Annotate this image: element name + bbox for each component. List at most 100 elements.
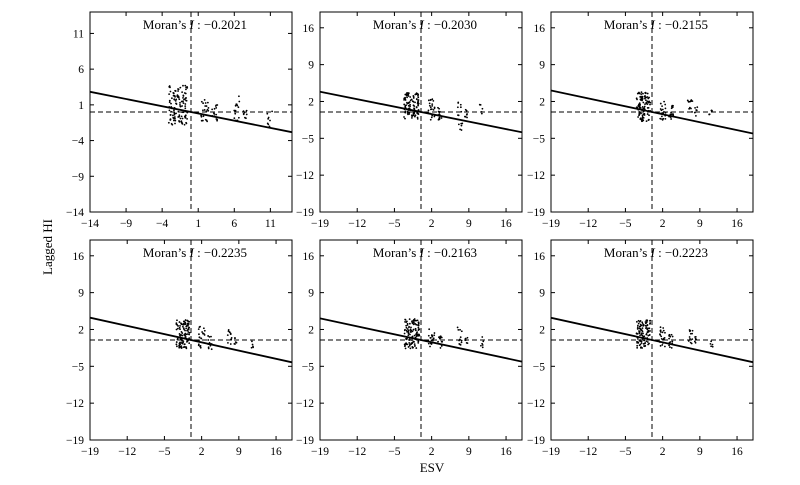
y-tick-label: −19 xyxy=(66,435,84,447)
data-point xyxy=(409,333,411,336)
data-point xyxy=(414,322,416,325)
data-point xyxy=(408,341,411,344)
data-point xyxy=(427,342,430,345)
data-point xyxy=(407,332,410,335)
data-point xyxy=(416,116,419,119)
data-point xyxy=(415,106,418,109)
data-point xyxy=(412,321,415,324)
data-point xyxy=(638,114,640,117)
data-point xyxy=(201,331,204,333)
data-point xyxy=(433,106,436,109)
data-point xyxy=(207,339,210,341)
data-point xyxy=(645,99,647,102)
data-point xyxy=(176,327,179,330)
data-point xyxy=(417,321,420,324)
data-point xyxy=(406,343,409,346)
data-point xyxy=(431,104,434,107)
data-point xyxy=(640,332,643,335)
data-point xyxy=(428,104,431,107)
data-point xyxy=(433,332,436,334)
data-point xyxy=(644,97,646,100)
data-point xyxy=(184,115,186,118)
data-point xyxy=(213,113,216,115)
x-tick-label: 16 xyxy=(500,218,512,230)
data-point xyxy=(179,105,182,108)
data-point xyxy=(179,104,181,106)
data-point xyxy=(406,331,408,333)
data-point xyxy=(432,109,435,111)
data-point xyxy=(404,318,407,321)
data-point xyxy=(170,102,172,105)
data-point xyxy=(459,343,461,346)
data-point xyxy=(640,95,642,98)
data-point xyxy=(184,334,187,337)
data-point xyxy=(182,111,185,114)
data-point xyxy=(641,321,644,324)
data-point xyxy=(639,340,642,343)
data-point xyxy=(644,321,647,323)
data-point xyxy=(659,326,662,329)
data-point xyxy=(176,319,178,322)
data-point xyxy=(639,118,642,120)
data-point xyxy=(200,337,203,340)
data-point xyxy=(638,327,641,330)
x-tick-label: −19 xyxy=(311,446,329,458)
data-point xyxy=(456,106,459,109)
x-tick-label: 2 xyxy=(429,446,435,458)
data-point xyxy=(403,99,405,101)
data-point xyxy=(638,102,641,105)
plot-area xyxy=(320,240,522,440)
data-point xyxy=(646,341,649,343)
data-point xyxy=(433,334,436,337)
data-point xyxy=(403,116,405,118)
plot-frame xyxy=(319,11,523,213)
data-point xyxy=(178,321,181,323)
data-point xyxy=(691,111,693,113)
data-point xyxy=(671,335,674,338)
data-point xyxy=(411,346,414,348)
title-value: : −0.2223 xyxy=(655,245,708,260)
data-point xyxy=(641,118,644,121)
plot-area xyxy=(90,12,292,212)
data-point xyxy=(406,96,408,99)
data-point xyxy=(466,336,469,339)
plot-area xyxy=(551,12,753,212)
data-point xyxy=(647,330,650,333)
title-italic: I xyxy=(650,17,656,32)
data-point xyxy=(406,322,409,325)
data-point xyxy=(649,319,652,322)
data-point xyxy=(215,113,218,116)
data-point xyxy=(403,332,406,335)
title-value: : −0.2030 xyxy=(424,17,477,32)
plot-frame xyxy=(550,239,754,441)
data-point xyxy=(267,123,270,126)
data-point xyxy=(440,117,443,119)
data-point xyxy=(182,102,185,105)
data-point xyxy=(179,342,181,344)
data-point xyxy=(202,327,205,330)
data-point xyxy=(180,120,183,123)
data-point xyxy=(207,346,210,349)
data-point xyxy=(407,104,410,107)
data-point xyxy=(183,92,186,94)
data-point xyxy=(186,340,189,343)
data-point xyxy=(205,110,208,113)
data-point xyxy=(688,336,691,338)
data-point xyxy=(169,90,172,93)
data-point xyxy=(648,333,651,336)
data-point xyxy=(414,101,416,104)
data-point xyxy=(639,346,642,349)
data-point xyxy=(670,111,672,114)
data-point xyxy=(417,333,420,336)
data-point xyxy=(481,336,484,338)
data-point xyxy=(709,342,712,345)
x-tick-label: −5 xyxy=(388,218,400,230)
data-point xyxy=(662,327,665,329)
y-tick-label: −5 xyxy=(533,133,545,145)
data-point xyxy=(481,107,484,110)
data-point xyxy=(200,100,203,103)
panel-title: Moran’s I : −0.2155 xyxy=(604,17,708,32)
data-point xyxy=(460,124,463,127)
data-point xyxy=(233,109,236,112)
data-point xyxy=(644,103,646,106)
